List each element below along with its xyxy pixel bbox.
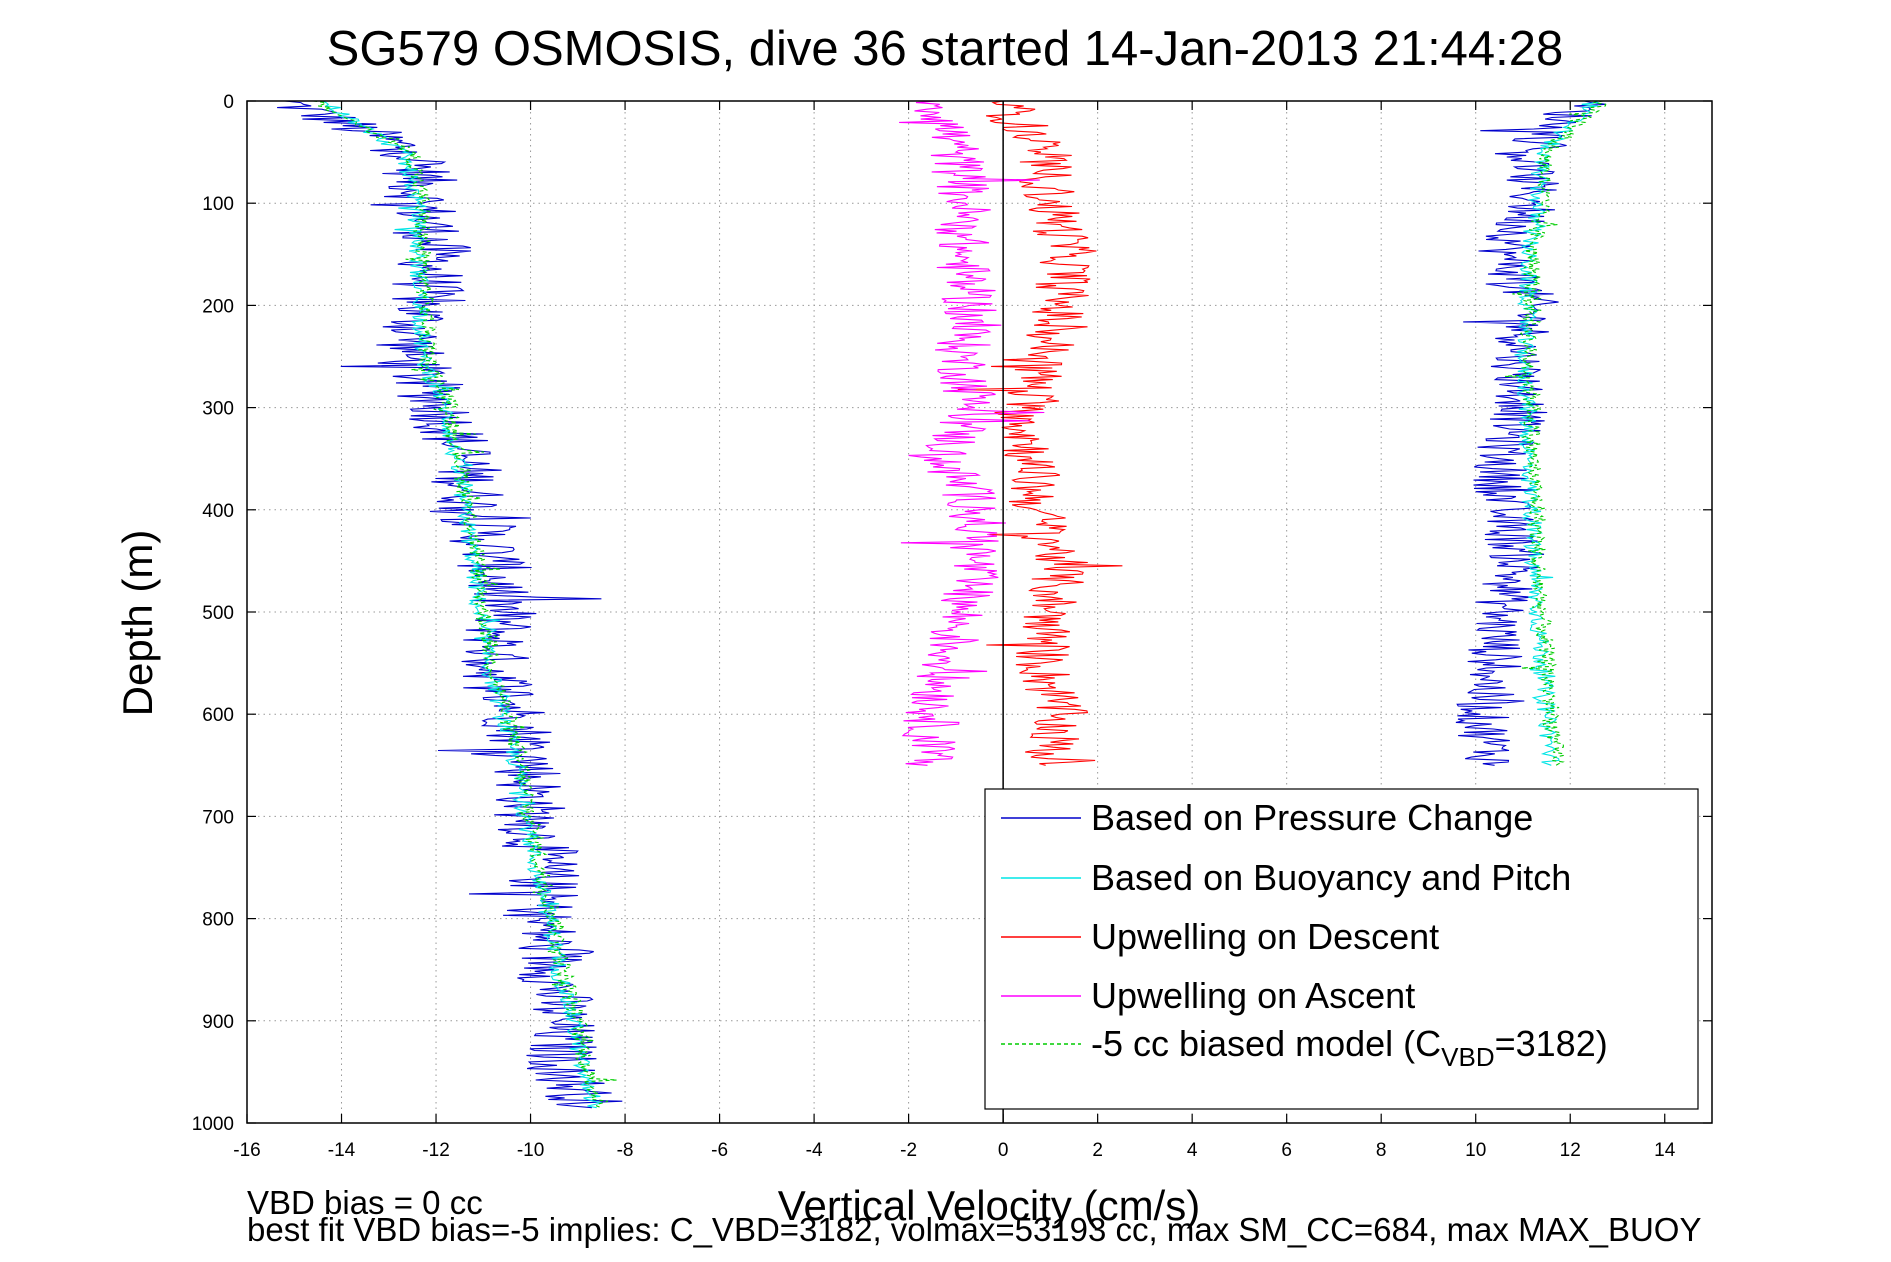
y-tick-label: 300: [202, 399, 234, 420]
y-tick-label: 400: [202, 501, 234, 522]
y-tick-label: 200: [202, 296, 234, 317]
series-line: [322, 100, 603, 1109]
series-line: [277, 100, 623, 1109]
series-layer: [277, 100, 1607, 1109]
x-tick-label: -10: [517, 1140, 544, 1161]
x-tick-label: 12: [1560, 1140, 1581, 1161]
legend-label: Upwelling on Descent: [1091, 916, 1439, 957]
x-tick-label: 4: [1187, 1140, 1198, 1161]
legend: Based on Pressure Change Based on Buoyanc…: [984, 788, 1699, 1110]
y-tick-label: 700: [202, 807, 234, 828]
x-tick-label: -6: [711, 1140, 728, 1161]
series-line: [1455, 100, 1607, 766]
legend-label: Upwelling on Ascent: [1091, 975, 1415, 1016]
x-tick-label: 10: [1465, 1140, 1486, 1161]
axis-ticks: -16 -14 -12 -10 -8 -6 -4 -2 0 2 4 6 8 10 12 14 0 100 200 30…: [192, 92, 1712, 1161]
vbd-bias-note: VBD bias = 0 cc: [247, 1184, 483, 1221]
best-fit-note: best fit VBD bias=-5 implies: C_VBD=3182…: [247, 1211, 1701, 1248]
series-line: [1514, 100, 1599, 766]
legend-box: [984, 788, 1699, 1110]
legend-label: Based on Buoyancy and Pitch: [1091, 857, 1571, 898]
x-tick-label: -14: [328, 1140, 356, 1161]
series-line: [957, 100, 1123, 766]
x-tick-label: 8: [1376, 1140, 1387, 1161]
y-tick-label: 600: [202, 705, 234, 726]
x-tick-label: 2: [1092, 1140, 1103, 1161]
series-line: [1504, 100, 1607, 766]
y-tick-label: 100: [202, 194, 234, 215]
legend-label: Based on Pressure Change: [1091, 797, 1533, 838]
y-tick-label: 0: [223, 92, 234, 113]
x-axis-label: Vertical Velocity (cm/s): [778, 1182, 1200, 1229]
chart-title: SG579 OSMOSIS, dive 36 started 14-Jan-20…: [327, 22, 1564, 76]
series-line: [899, 100, 1045, 766]
x-tick-label: 0: [998, 1140, 1009, 1161]
legend-label: -5 cc biased model (CVBD=3182): [1091, 1023, 1608, 1072]
y-tick-label: 900: [202, 1012, 234, 1033]
y-tick-label: 800: [202, 910, 234, 931]
series-based-on-pressure-change: [277, 100, 1607, 1109]
x-tick-label: -2: [900, 1140, 917, 1161]
series-upwelling-on-descent: [957, 100, 1123, 766]
x-tick-label: 14: [1654, 1140, 1676, 1161]
series-line: [313, 100, 617, 1109]
x-tick-label: -4: [806, 1140, 823, 1161]
x-tick-label: -8: [617, 1140, 634, 1161]
y-tick-label: 500: [202, 603, 234, 624]
x-tick-label: 6: [1281, 1140, 1292, 1161]
series-based-on-buoyancy-and-pitch: [322, 100, 1599, 1109]
x-tick-label: -16: [233, 1140, 260, 1161]
series-5-cc-biased-model-c-vbd-3182: [313, 100, 1607, 1109]
y-tick-label: 1000: [192, 1114, 234, 1135]
x-tick-label: -12: [422, 1140, 449, 1161]
y-axis-label: Depth (m): [114, 530, 161, 717]
series-upwelling-on-ascent: [899, 100, 1045, 766]
